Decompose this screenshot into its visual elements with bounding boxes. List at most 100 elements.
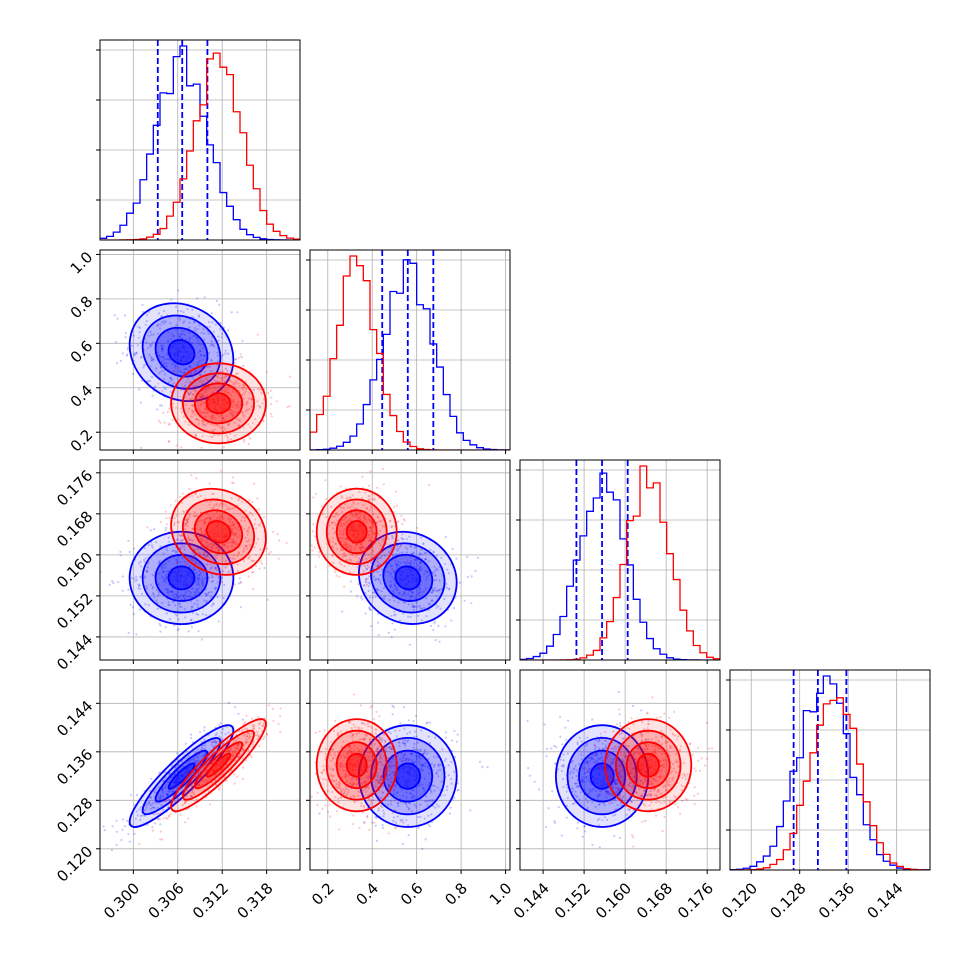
scatter-point bbox=[192, 410, 195, 413]
scatter-point bbox=[186, 771, 190, 774]
scatter-point bbox=[389, 584, 392, 587]
scatter-point bbox=[347, 750, 350, 754]
scatter-point bbox=[229, 748, 232, 751]
scatter-point bbox=[153, 596, 156, 599]
scatter-point bbox=[195, 775, 198, 778]
scatter-point bbox=[341, 555, 344, 558]
scatter-point bbox=[380, 776, 383, 779]
scatter-point bbox=[371, 521, 374, 524]
scatter-point bbox=[359, 738, 363, 741]
scatter-point bbox=[206, 379, 209, 382]
scatter-point bbox=[149, 583, 152, 587]
scatter-point bbox=[402, 741, 405, 744]
scatter-point bbox=[347, 766, 350, 769]
scatter-point bbox=[125, 354, 128, 357]
scatter-point bbox=[342, 544, 345, 547]
scatter-point bbox=[393, 599, 396, 602]
scatter-point bbox=[373, 742, 376, 746]
scatter-point bbox=[148, 801, 151, 805]
scatter-point bbox=[201, 533, 204, 536]
scatter-point bbox=[232, 522, 236, 525]
scatter-point bbox=[366, 583, 369, 586]
contour-level bbox=[128, 724, 235, 828]
gridlines bbox=[520, 670, 720, 870]
scatter-point bbox=[246, 734, 249, 738]
scatter-point bbox=[372, 596, 375, 599]
scatter-point bbox=[418, 591, 421, 594]
scatter-point bbox=[335, 779, 338, 782]
scatter-point bbox=[169, 589, 172, 593]
scatter-point bbox=[373, 532, 376, 535]
scatter-point bbox=[135, 578, 139, 581]
scatter-point bbox=[397, 564, 401, 567]
scatter-point bbox=[232, 398, 235, 401]
scatter-point bbox=[411, 603, 414, 606]
scatter-point bbox=[174, 406, 178, 409]
scatter-point bbox=[162, 320, 165, 323]
scatter-point bbox=[208, 520, 211, 523]
scatter-point bbox=[361, 811, 364, 814]
scatter-point bbox=[365, 581, 368, 584]
scatter-point bbox=[212, 543, 215, 546]
scatter-point bbox=[211, 417, 214, 420]
scatter-point bbox=[343, 585, 346, 588]
scatter-point bbox=[213, 402, 216, 405]
scatter-point bbox=[196, 603, 199, 606]
scatter-point bbox=[346, 753, 349, 756]
scatter-point bbox=[138, 584, 141, 587]
scatter-point bbox=[183, 548, 186, 551]
scatter-point bbox=[251, 742, 254, 746]
scatter-point bbox=[372, 568, 375, 571]
scatter-point bbox=[363, 738, 366, 742]
scatter-point bbox=[200, 540, 203, 544]
scatter-point bbox=[401, 759, 404, 763]
scatter-point bbox=[252, 727, 255, 730]
scatter-point bbox=[242, 527, 246, 530]
scatter-point bbox=[149, 345, 152, 348]
scatter-point bbox=[179, 547, 182, 550]
scatter-point bbox=[256, 333, 259, 336]
scatter-point bbox=[172, 583, 175, 586]
scatter-point bbox=[245, 714, 248, 717]
scatter-point bbox=[422, 542, 425, 545]
scatter-point bbox=[175, 305, 178, 308]
scatter-point bbox=[252, 388, 255, 391]
scatter-point bbox=[180, 401, 183, 404]
scatter-point bbox=[364, 612, 367, 615]
scatter-point bbox=[224, 407, 227, 410]
scatter-point bbox=[162, 356, 165, 359]
scatter-point bbox=[379, 781, 382, 785]
scatter-point bbox=[244, 544, 248, 548]
scatter-point bbox=[351, 529, 354, 532]
scatter-point bbox=[157, 351, 160, 354]
scatter-point bbox=[396, 544, 399, 548]
scatter-point bbox=[370, 505, 373, 508]
scatter-point bbox=[325, 498, 328, 501]
scatter-point bbox=[418, 553, 421, 556]
scatter-point bbox=[342, 530, 345, 533]
scatter-point bbox=[212, 532, 215, 535]
scatter-point bbox=[347, 546, 350, 549]
scatter-point bbox=[251, 571, 254, 574]
scatter-point bbox=[120, 838, 123, 842]
scatter-point bbox=[329, 539, 332, 542]
scatter-point bbox=[377, 736, 380, 739]
scatter-point bbox=[378, 738, 381, 741]
scatter-point bbox=[238, 753, 241, 756]
scatter-point bbox=[232, 383, 235, 386]
scatter-point bbox=[241, 718, 245, 721]
scatter-point bbox=[190, 794, 193, 797]
scatter-point bbox=[409, 769, 412, 772]
scatter-point bbox=[376, 588, 379, 591]
scatter-point bbox=[371, 774, 374, 777]
scatter-point bbox=[172, 372, 175, 375]
scatter-point bbox=[316, 792, 319, 795]
scatter-point bbox=[344, 769, 347, 772]
scatter-point bbox=[616, 782, 619, 785]
scatter-point bbox=[433, 789, 436, 792]
scatter-point bbox=[157, 817, 160, 821]
scatter-point bbox=[219, 328, 222, 331]
scatter-point bbox=[211, 761, 214, 765]
scatter-point bbox=[265, 733, 268, 736]
scatter-point bbox=[235, 405, 238, 408]
